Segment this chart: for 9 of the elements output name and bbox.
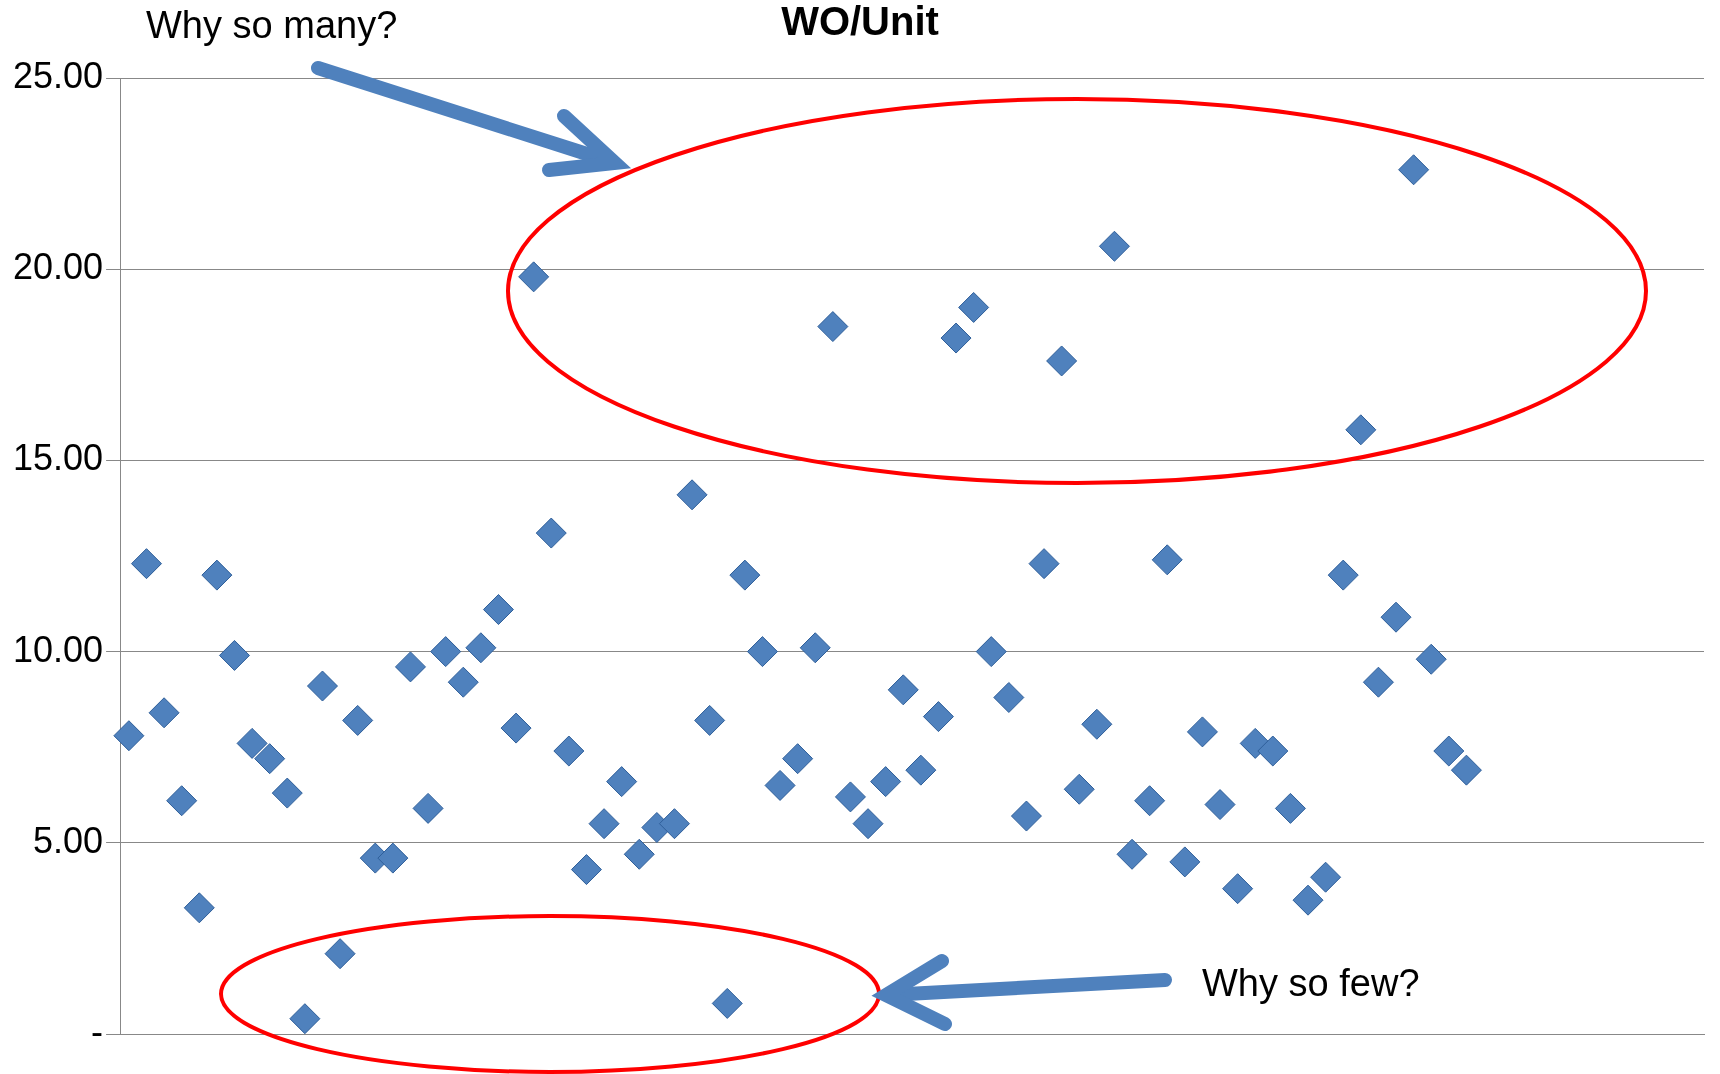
annotation: Why so few? bbox=[1202, 962, 1420, 1005]
chart-title: WO/Unit bbox=[781, 0, 939, 44]
y-tick-label: 25.00 bbox=[12, 54, 104, 96]
y-tick-label: 20.00 bbox=[12, 246, 104, 288]
y-tick-label: 15.00 bbox=[12, 437, 104, 479]
y-tick-label: 10.00 bbox=[12, 628, 104, 670]
text: Why so many? bbox=[146, 4, 398, 47]
y-tick-label: 5.00 bbox=[33, 819, 104, 861]
y-tick-label: - bbox=[91, 1010, 104, 1052]
